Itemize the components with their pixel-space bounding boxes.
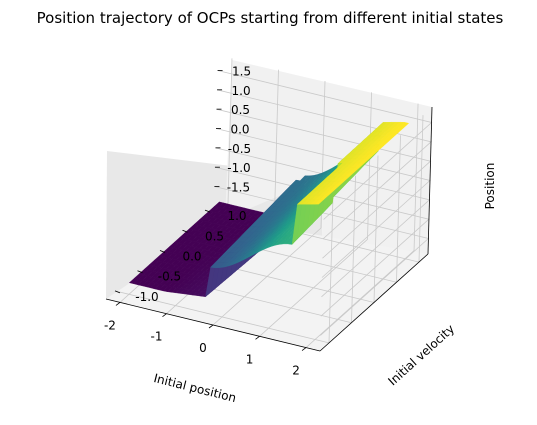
grid-line-y [114, 290, 330, 344]
z-tick-label: 0.5 [231, 103, 250, 117]
z-tick-label: 0.0 [230, 123, 249, 137]
z-tick-label: 1.5 [232, 64, 251, 78]
z-axis: -1.5 -1.0 -0.5 0.0 0.5 1.0 1.5 Position [214, 64, 497, 255]
y-tick-mark [204, 209, 211, 213]
y-tick-label: 1.0 [227, 209, 246, 223]
x-axis-label: Initial position [152, 371, 237, 405]
x-tick-mark [162, 313, 167, 318]
y-tick-mark [182, 229, 188, 233]
y-tick-mark [137, 270, 143, 274]
x-tick-label: 0 [199, 341, 207, 355]
y-tick-label: -1.0 [135, 290, 158, 304]
z-tick-label: 1.0 [232, 84, 251, 98]
surface-facet [313, 199, 325, 205]
y-tick-label: -0.5 [158, 270, 181, 284]
y-axis-line [319, 253, 429, 352]
z-tick-label: -0.5 [228, 142, 251, 156]
chart-title: Position trajectory of OCPs starting fro… [37, 9, 504, 27]
y-tick-mark [159, 250, 166, 253]
x-tick-label: -2 [104, 318, 116, 332]
y-tick-label: 0.0 [182, 250, 201, 264]
y-tick-label: 0.5 [205, 229, 224, 243]
x-tick-mark [115, 302, 121, 306]
x-tick-mark [255, 335, 260, 340]
z-axis-label: Position [483, 163, 497, 210]
z-axis-line [427, 106, 433, 255]
x-tick-mark [301, 347, 307, 351]
z-tick-label: -1.0 [227, 161, 250, 175]
surface-plot [128, 121, 410, 298]
y-tick-mark [114, 290, 121, 294]
y-axis-label: Initial velocity [385, 322, 457, 389]
x-tick-mark [208, 324, 214, 329]
z-tick-label: -1.5 [227, 181, 250, 195]
x-tick-label: 2 [292, 364, 300, 378]
x-tick-label: -1 [150, 330, 162, 344]
x-tick-label: 1 [246, 352, 254, 366]
